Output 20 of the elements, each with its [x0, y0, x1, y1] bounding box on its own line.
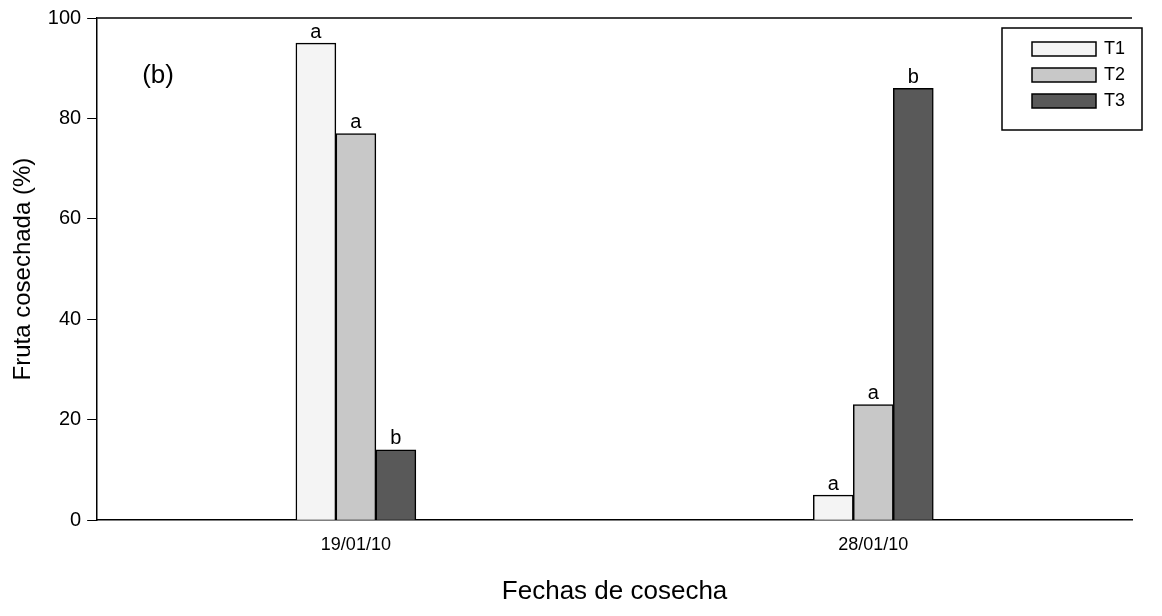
data-label: a	[310, 19, 323, 42]
legend-label: T3	[1104, 89, 1126, 110]
y-tick-label: 60	[58, 206, 82, 229]
y-axis-title: Fruta cosechada (%)	[8, 157, 36, 381]
x-tick-label: 28/01/10	[838, 533, 909, 554]
legend-label: T1	[1104, 37, 1126, 58]
annotation: (b)	[142, 59, 174, 90]
y-tick-label: 40	[58, 306, 82, 329]
y-tick-label: 80	[58, 105, 82, 128]
data-label: b	[390, 426, 402, 449]
y-tick-label: 20	[58, 407, 82, 430]
y-tick-label: 100	[47, 5, 82, 28]
data-label: a	[350, 110, 363, 133]
x-axis-title: Fechas de cosecha	[501, 574, 728, 605]
legend-label: T2	[1104, 63, 1126, 84]
y-tick-label: 0	[70, 507, 82, 530]
data-label: a	[827, 471, 840, 494]
data-label: b	[907, 64, 919, 87]
data-label: a	[867, 381, 880, 404]
x-tick-label: 19/01/10	[320, 533, 391, 554]
